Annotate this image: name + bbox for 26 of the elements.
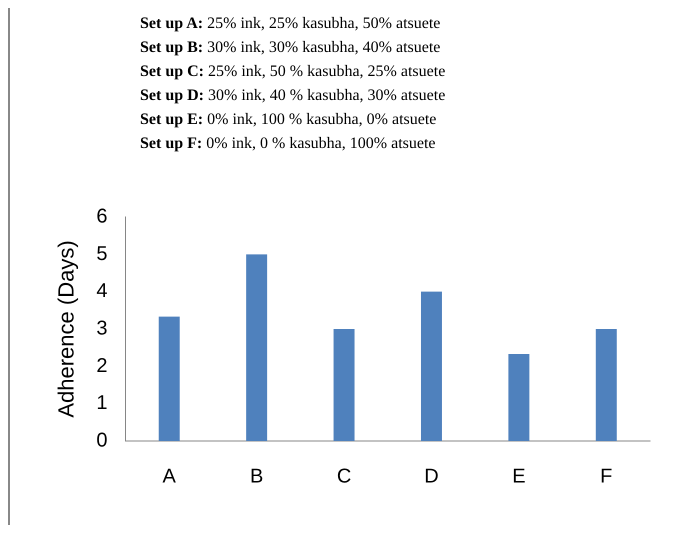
text: Set up D: 30% ink, 40 % kasubha, 30% atsuete [140,86,446,106]
y-tick-label: 6 [96,206,108,228]
bar [246,254,268,441]
bar [508,354,530,441]
x-tick-label: F [600,466,612,488]
x-tick-label: E [512,466,526,488]
text: Set up A: 25% ink, 25% kasubha, 50% atsuete [140,14,442,34]
y-tick-label: 0 [96,430,108,452]
y-axis-title: Adherence (Days) [53,240,78,418]
x-tick-label: D [424,466,439,488]
x-tick-label: B [250,466,264,488]
text: Set up B: 30% ink, 30% kasubha, 40% atsuete [140,38,442,58]
text: Set up F: 0% ink, 0 % kasubha, 100% atsuete [140,134,437,154]
bar [420,292,442,441]
y-tick-label: 1 [96,392,108,414]
y-tick-label: 5 [96,242,108,265]
bar [158,316,180,441]
y-tick-label: 4 [96,280,108,302]
y-tick-label: 3 [96,318,108,340]
text: Set up E: 0% ink, 100 % kasubha, 0% atsuete [140,110,438,130]
text: Set up C: 25% ink, 50 % kasubha, 25% atsuete [140,62,446,82]
y-tick-label: 2 [96,354,108,377]
bar [334,329,355,441]
x-tick-label: A [162,466,177,488]
x-tick-label: C [336,466,352,488]
bar [596,329,617,441]
